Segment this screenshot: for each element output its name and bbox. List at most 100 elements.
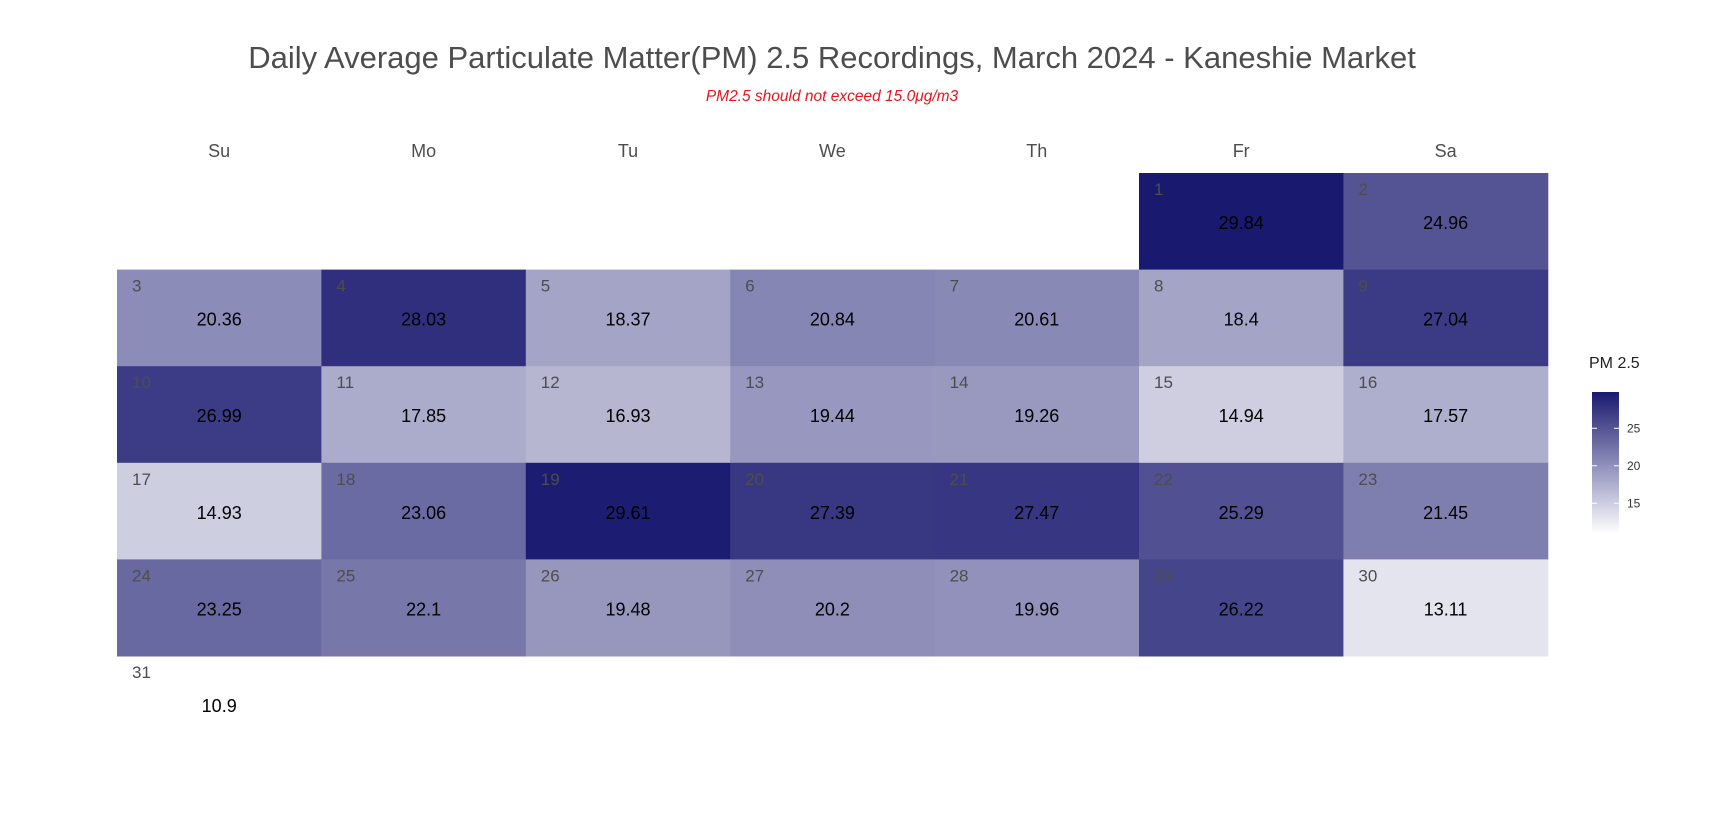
- day-cell: [1139, 269, 1344, 367]
- day-value-label: 26.99: [197, 406, 242, 426]
- day-cell: [934, 462, 1140, 560]
- day-value-label: 19.44: [810, 406, 855, 426]
- weekday-label: Fr: [1233, 141, 1250, 161]
- day-value-label: 27.04: [1423, 310, 1468, 330]
- day-value-label: 26.22: [1219, 599, 1264, 619]
- day-number: 8: [1154, 277, 1163, 296]
- day-cell: [1139, 462, 1344, 560]
- chart-title: Daily Average Particulate Matter(PM) 2.5…: [248, 40, 1416, 75]
- day-number: 12: [541, 373, 560, 392]
- day-cell: [525, 559, 731, 657]
- day-number: 17: [132, 470, 151, 489]
- legend-colorbar: 15 20 25: [1592, 392, 1641, 534]
- day-cell: [1343, 559, 1549, 657]
- weekday-label: Mo: [411, 141, 436, 161]
- day-cell: [117, 366, 322, 464]
- day-number: 26: [541, 566, 560, 585]
- day-cell: [1343, 269, 1549, 367]
- day-value-label: 20.2: [815, 599, 850, 619]
- legend-tick-label: 20: [1627, 459, 1641, 473]
- day-cell: [730, 269, 936, 367]
- day-number: 3: [132, 277, 141, 296]
- day-value-label: 19.48: [605, 599, 650, 619]
- legend-tick-label: 15: [1627, 496, 1641, 510]
- day-value-label: 27.47: [1014, 503, 1059, 523]
- day-cell: [1343, 462, 1549, 560]
- day-cell: [730, 366, 936, 464]
- day-number: 15: [1154, 373, 1173, 392]
- day-number: 25: [336, 566, 355, 585]
- day-number: 16: [1358, 373, 1377, 392]
- day-cell: [321, 559, 527, 657]
- day-cell: [1343, 173, 1549, 271]
- day-number: 31: [132, 663, 151, 682]
- day-number: 21: [950, 470, 969, 489]
- day-number: 19: [541, 470, 560, 489]
- day-value-label: 20.36: [197, 310, 242, 330]
- day-number: 23: [1358, 470, 1377, 489]
- day-number: 10: [132, 373, 151, 392]
- day-cell: [321, 269, 527, 367]
- day-value-label: 20.84: [810, 310, 855, 330]
- day-number: 9: [1358, 277, 1367, 296]
- day-value-label: 10.9: [202, 696, 237, 716]
- day-value-label: 20.61: [1014, 310, 1059, 330]
- day-cell: [934, 366, 1140, 464]
- day-cell: [117, 462, 322, 560]
- weekday-label: Sa: [1435, 141, 1458, 161]
- day-cell: [525, 366, 731, 464]
- legend-title: PM 2.5: [1589, 355, 1640, 372]
- day-number: 29: [1154, 566, 1173, 585]
- day-cell: [525, 462, 731, 560]
- weekday-label: Tu: [618, 141, 638, 161]
- day-number: 13: [745, 373, 764, 392]
- day-value-label: 24.96: [1423, 213, 1468, 233]
- day-value-label: 29.84: [1219, 213, 1264, 233]
- weekday-label: Th: [1026, 141, 1047, 161]
- day-cell: [730, 559, 936, 657]
- day-number: 7: [950, 277, 959, 296]
- day-value-label: 23.06: [401, 503, 446, 523]
- day-value-label: 29.61: [605, 503, 650, 523]
- day-cell: [525, 269, 731, 367]
- weekday-label: Su: [208, 141, 230, 161]
- day-number: 30: [1358, 566, 1377, 585]
- legend-gradient-bar: [1592, 392, 1619, 534]
- day-number: 1: [1154, 180, 1163, 199]
- day-cell: [1139, 366, 1344, 464]
- day-value-label: 28.03: [401, 310, 446, 330]
- day-value-label: 18.37: [605, 310, 650, 330]
- day-number: 4: [336, 277, 345, 296]
- day-value-label: 13.11: [1424, 599, 1468, 619]
- day-cell: [321, 462, 527, 560]
- day-value-label: 17.57: [1423, 406, 1468, 426]
- day-value-label: 27.39: [810, 503, 855, 523]
- day-value-label: 23.25: [197, 599, 242, 619]
- day-value-label: 19.96: [1014, 599, 1059, 619]
- day-cell: [934, 559, 1140, 657]
- day-value-label: 14.94: [1219, 406, 1264, 426]
- day-value-label: 17.85: [401, 406, 446, 426]
- day-number: 6: [745, 277, 754, 296]
- day-value-label: 16.93: [605, 406, 650, 426]
- day-number: 24: [132, 566, 151, 585]
- day-number: 14: [950, 373, 969, 392]
- day-number: 11: [336, 373, 354, 392]
- day-cell: [730, 462, 936, 560]
- day-cell: [1343, 366, 1549, 464]
- day-value-label: 21.45: [1423, 503, 1468, 523]
- day-value-label: 14.93: [197, 503, 242, 523]
- day-cell: [117, 559, 322, 657]
- day-number: 22: [1154, 470, 1173, 489]
- day-cell: [1139, 173, 1344, 271]
- day-value-label: 18.4: [1224, 310, 1259, 330]
- day-number: 27: [745, 566, 764, 585]
- day-cell: [117, 269, 322, 367]
- chart-subtitle: PM2.5 should not exceed 15.0μg/m3: [705, 88, 959, 105]
- day-value-label: 22.1: [406, 599, 441, 619]
- day-number: 5: [541, 277, 550, 296]
- day-number: 2: [1358, 180, 1367, 199]
- day-value-label: 25.29: [1219, 503, 1264, 523]
